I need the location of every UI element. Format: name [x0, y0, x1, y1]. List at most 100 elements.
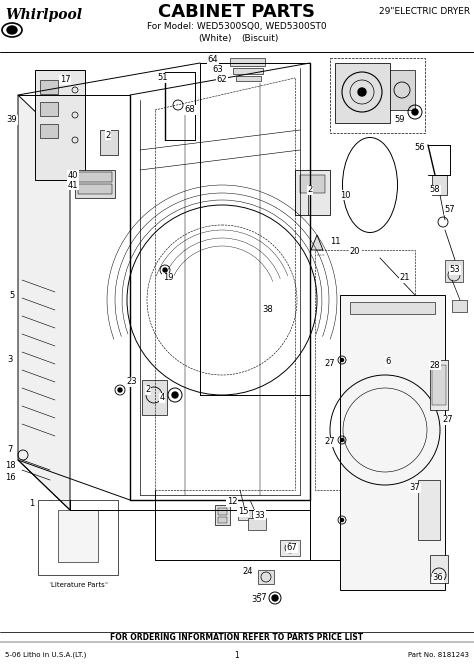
Polygon shape [311, 235, 323, 250]
Bar [335, 63, 390, 123]
Text: 59: 59 [395, 115, 405, 125]
Text: CABINET PARTS: CABINET PARTS [158, 3, 316, 21]
Bar [315, 250, 415, 490]
Text: 1: 1 [29, 500, 35, 509]
Text: 20: 20 [350, 247, 360, 257]
Text: 27: 27 [325, 438, 335, 446]
Bar [35, 70, 85, 180]
Circle shape [118, 388, 122, 392]
Text: 16: 16 [5, 474, 15, 482]
Text: 19: 19 [163, 273, 173, 283]
Bar [430, 360, 448, 410]
Bar [340, 295, 445, 590]
Text: 38: 38 [263, 306, 273, 314]
Text: 68: 68 [185, 105, 195, 115]
Text: 36: 36 [433, 574, 443, 582]
Bar [445, 260, 463, 282]
Text: (White): (White) [198, 34, 232, 42]
Text: 37: 37 [410, 484, 420, 492]
Circle shape [340, 519, 344, 521]
Bar [215, 505, 230, 525]
Circle shape [340, 438, 344, 442]
Text: 6: 6 [385, 358, 391, 366]
Bar [40, 102, 58, 116]
Bar [58, 510, 98, 562]
Bar [236, 76, 261, 81]
Bar [432, 175, 447, 195]
Text: 1: 1 [235, 651, 239, 659]
Text: 51: 51 [158, 74, 168, 82]
Bar [78, 184, 112, 194]
Text: 40: 40 [68, 170, 78, 180]
Text: 18: 18 [5, 460, 15, 470]
Text: 64: 64 [208, 56, 219, 64]
Bar [300, 175, 325, 193]
Text: 27: 27 [257, 594, 267, 602]
Text: 35: 35 [252, 596, 262, 604]
Bar [40, 124, 58, 138]
Bar [100, 130, 118, 155]
Circle shape [172, 392, 178, 398]
Bar [230, 58, 265, 66]
Circle shape [358, 88, 366, 96]
Text: Literature Parts: Literature Parts [51, 582, 105, 588]
Text: 33: 33 [255, 511, 265, 519]
Text: 15: 15 [238, 507, 248, 517]
Text: Whirlpool: Whirlpool [5, 8, 82, 22]
Text: 62: 62 [217, 76, 228, 84]
Text: 27: 27 [443, 415, 453, 425]
Text: 11: 11 [330, 237, 340, 247]
Text: 2: 2 [307, 186, 313, 194]
Text: FOR ORDERING INFORMATION REFER TO PARTS PRICE LIST: FOR ORDERING INFORMATION REFER TO PARTS … [110, 632, 364, 641]
Bar [78, 172, 112, 182]
Text: 4: 4 [159, 393, 164, 403]
Bar [40, 80, 58, 94]
Text: 28: 28 [430, 360, 440, 369]
Text: 58: 58 [430, 186, 440, 194]
Bar [330, 58, 425, 133]
Circle shape [163, 268, 167, 272]
Bar [218, 517, 227, 523]
Text: 3: 3 [7, 356, 13, 364]
Bar [75, 170, 115, 198]
Bar [350, 302, 435, 314]
Text: 7: 7 [7, 446, 13, 454]
Circle shape [340, 358, 344, 362]
Bar [430, 555, 448, 583]
Text: 24: 24 [243, 567, 253, 576]
Bar [258, 570, 274, 584]
Bar [38, 500, 118, 575]
Bar [280, 540, 300, 556]
Bar [390, 70, 415, 110]
Bar [238, 510, 252, 520]
Bar [452, 300, 467, 312]
Bar [418, 480, 440, 540]
Text: 5: 5 [9, 291, 15, 299]
Text: 29"ELECTRIC DRYER: 29"ELECTRIC DRYER [379, 7, 470, 17]
Text: 21: 21 [400, 273, 410, 283]
Text: 67: 67 [287, 543, 297, 553]
Text: 39: 39 [7, 115, 18, 125]
Text: (Biscuit): (Biscuit) [241, 34, 279, 42]
Text: 23: 23 [127, 377, 137, 387]
Bar [142, 380, 167, 415]
Circle shape [412, 109, 418, 115]
Bar [218, 508, 227, 515]
Text: 27: 27 [325, 358, 335, 368]
Text: 12: 12 [227, 498, 237, 507]
Circle shape [272, 595, 278, 601]
Text: 56: 56 [415, 143, 425, 153]
Text: For Model: WED5300SQ0, WED5300ST0: For Model: WED5300SQ0, WED5300ST0 [147, 21, 327, 31]
Text: 53: 53 [450, 265, 460, 275]
Text: Part No. 8181243: Part No. 8181243 [408, 652, 469, 658]
Text: 17: 17 [60, 76, 70, 84]
Bar [248, 518, 266, 530]
Text: 2: 2 [105, 131, 110, 139]
Text: 2: 2 [146, 385, 151, 395]
Text: 41: 41 [68, 180, 78, 190]
Text: 63: 63 [213, 66, 223, 74]
Ellipse shape [7, 26, 17, 34]
Text: 57: 57 [445, 206, 456, 214]
Bar [432, 365, 446, 405]
Bar [295, 170, 330, 215]
